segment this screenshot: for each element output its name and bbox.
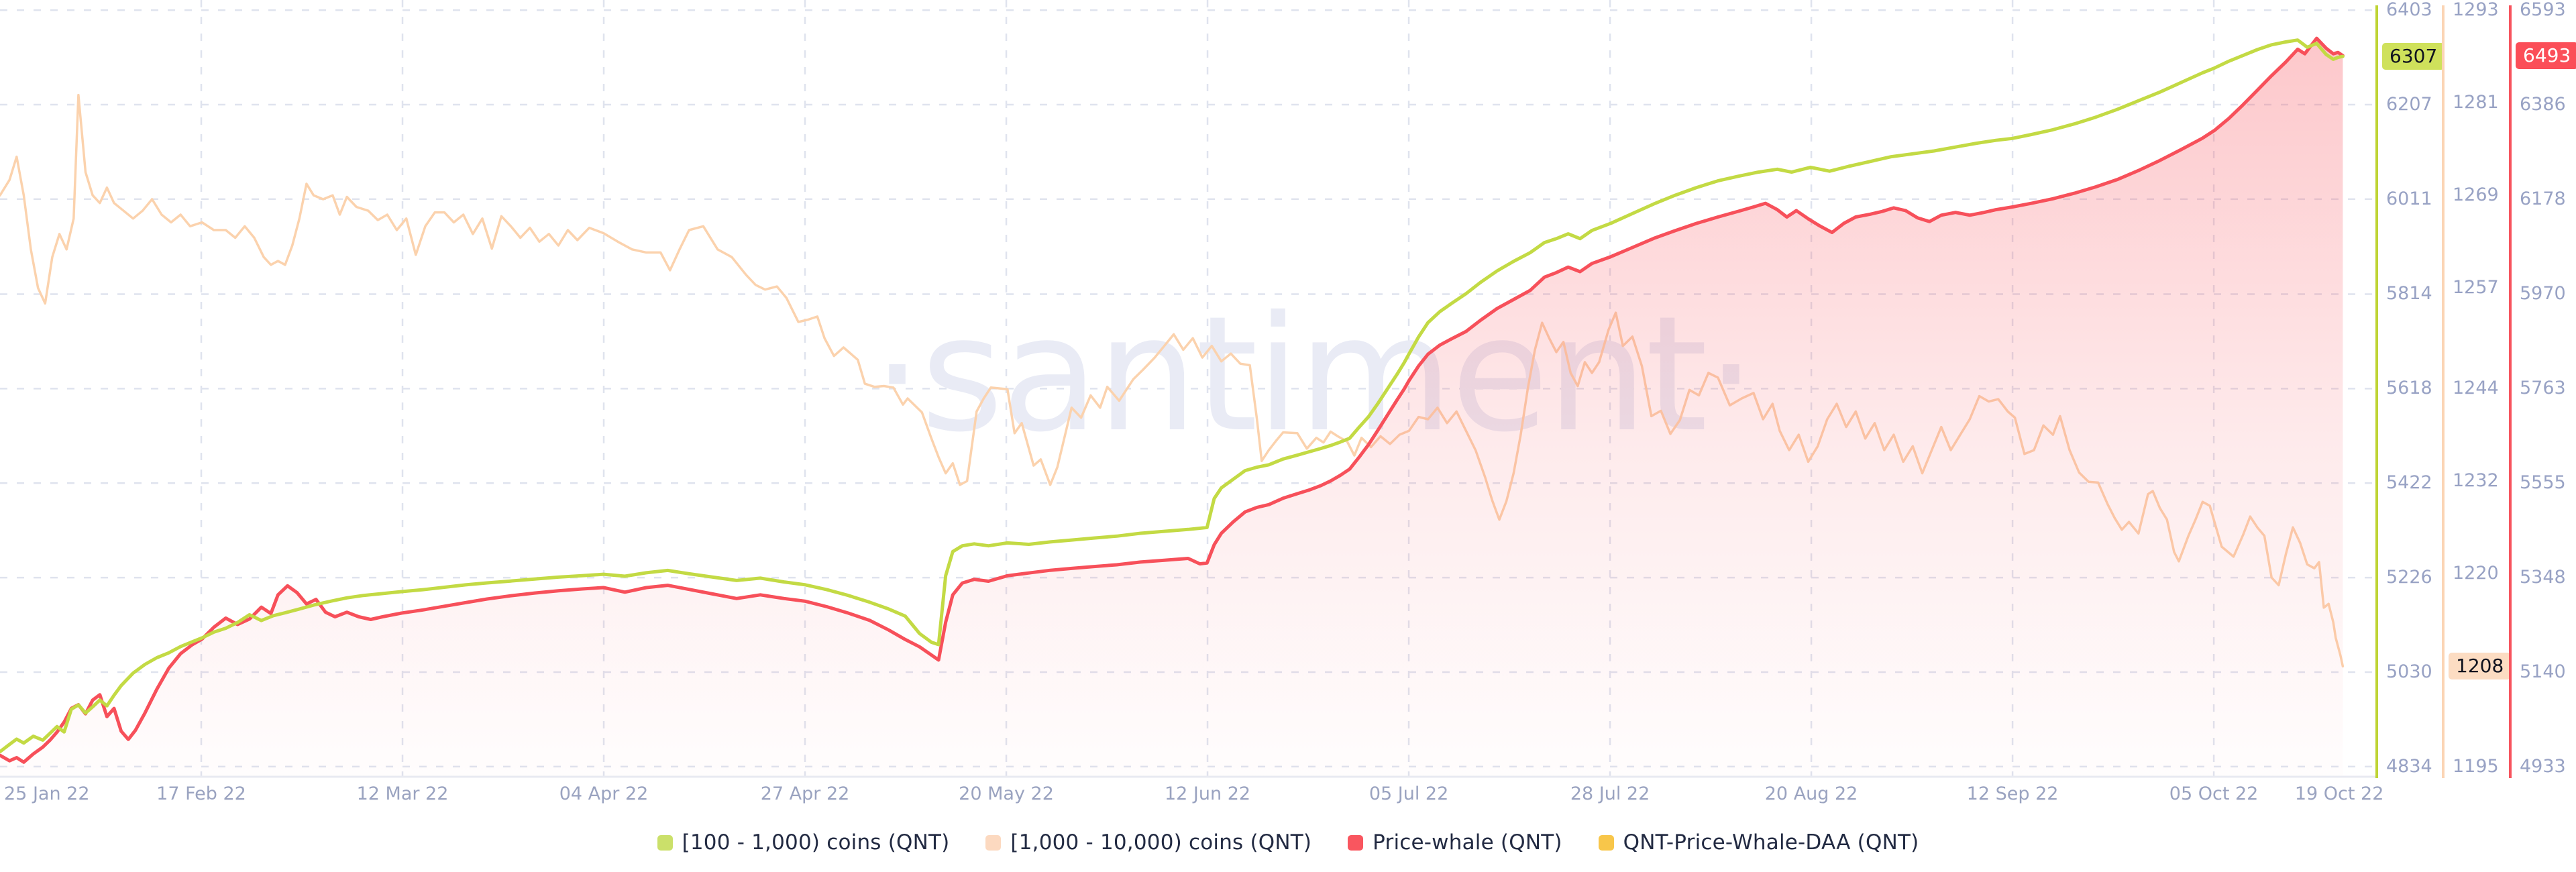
y-axis-coins_1000_10000: 1293 1281 1269 1257 1244 1232 1220 1195 1208	[2442, 0, 2512, 872]
x-axis: 25 Jan 22 17 Feb 22 12 Mar 22 04 Apr 22 27 A…	[0, 783, 2383, 810]
x-tick-label: 12 Sep 22	[1966, 783, 2059, 804]
x-tick-label: 19 Oct 22	[2294, 783, 2384, 804]
y-tick-label: 1281	[2453, 92, 2499, 113]
x-tick-label: 05 Jul 22	[1368, 783, 1449, 804]
legend: [100 - 1,000) coins (QNT) [1,000 - 10,000…	[0, 830, 2576, 855]
y-tick-label: 5814	[2386, 283, 2432, 305]
y-tick-label: 6207	[2386, 93, 2432, 115]
legend-item-4[interactable]: QNT-Price-Whale-DAA (QNT)	[1598, 830, 1919, 855]
legend-item-2[interactable]: [1,000 - 10,000) coins (QNT)	[985, 830, 1311, 855]
legend-swatch-icon	[985, 834, 1002, 851]
legend-item-3[interactable]: Price-whale (QNT)	[1348, 830, 1562, 855]
legend-label: QNT-Price-Whale-DAA (QNT)	[1623, 830, 1919, 855]
y-tick-label: 1244	[2453, 378, 2499, 398]
legend-swatch-icon	[1598, 834, 1614, 851]
y-tick-label: 6386	[2520, 93, 2566, 115]
y-tick-label: 5618	[2386, 378, 2432, 399]
x-tick-label: 17 Feb 22	[156, 783, 246, 804]
x-tick-label: 27 Apr 22	[760, 783, 850, 804]
y-axis-line-price_whale	[2509, 5, 2512, 778]
legend-item-1[interactable]: [100 - 1,000) coins (QNT)	[657, 830, 950, 855]
y-tick-label: 1220	[2453, 563, 2499, 584]
x-tick-label: 04 Apr 22	[559, 783, 649, 804]
current-value-badge-price_whale: 6493	[2516, 42, 2576, 69]
series-line-coins_100_1000	[0, 38, 2345, 754]
y-tick-label: 1195	[2453, 756, 2499, 777]
y-tick-label: 6011	[2386, 188, 2432, 209]
legend-label: [100 - 1,000) coins (QNT)	[682, 830, 950, 855]
y-tick-label: 6178	[2520, 188, 2566, 209]
y-tick-label: 5348	[2520, 567, 2566, 588]
y-tick-label: 4933	[2520, 756, 2566, 777]
x-tick-label: 28 Jul 22	[1570, 783, 1650, 804]
x-tick-label: 20 Aug 22	[1764, 783, 1858, 804]
y-tick-label: 6593	[2520, 0, 2566, 20]
legend-label: [1,000 - 10,000) coins (QNT)	[1010, 830, 1312, 855]
price-whale-area-fill	[0, 38, 2343, 777]
y-tick-label: 1293	[2453, 0, 2499, 20]
x-tick-label: 12 Mar 22	[356, 783, 449, 804]
legend-swatch-icon	[1348, 834, 1364, 851]
current-value-badge-coins_100_1000: 6307	[2382, 43, 2445, 70]
y-tick-label: 5030	[2386, 661, 2432, 683]
y-tick-label: 5422	[2386, 472, 2432, 494]
y-tick-label: 1232	[2453, 470, 2499, 492]
chart-plot-area[interactable]: ·santiment·	[0, 0, 2376, 872]
y-axis-price_whale: 6593 6386 6178 5970 5763 5555 5348 5140 4933 6493	[2509, 0, 2576, 872]
y-tick-label: 5555	[2520, 472, 2566, 494]
legend-label: Price-whale (QNT)	[1373, 830, 1562, 855]
current-value-badge-coins_1000_10000: 1208	[2449, 653, 2512, 680]
x-tick-label: 05 Oct 22	[2169, 783, 2259, 804]
y-tick-label: 5763	[2520, 378, 2566, 398]
y-tick-label: 5970	[2520, 283, 2566, 305]
y-tick-label: 1269	[2453, 184, 2499, 206]
y-tick-label: 5140	[2520, 661, 2566, 683]
x-tick-label: 25 Jan 22	[4, 783, 90, 804]
y-tick-label: 1257	[2453, 277, 2499, 298]
x-tick-label: 20 May 22	[959, 783, 1054, 804]
legend-swatch-icon	[657, 834, 673, 851]
y-tick-label: 6403	[2386, 0, 2432, 21]
y-tick-label: 4834	[2386, 755, 2432, 777]
x-tick-label: 12 Jun 22	[1164, 783, 1251, 804]
y-axis-line-coins_100_1000	[2375, 5, 2378, 778]
y-axis-line-coins_1000_10000	[2442, 5, 2445, 778]
y-axis-coins_100_1000: 6403 6207 6011 5814 5618 5422 5226 5030 4834 6307	[2375, 0, 2445, 872]
y-tick-label: 5226	[2386, 567, 2432, 588]
